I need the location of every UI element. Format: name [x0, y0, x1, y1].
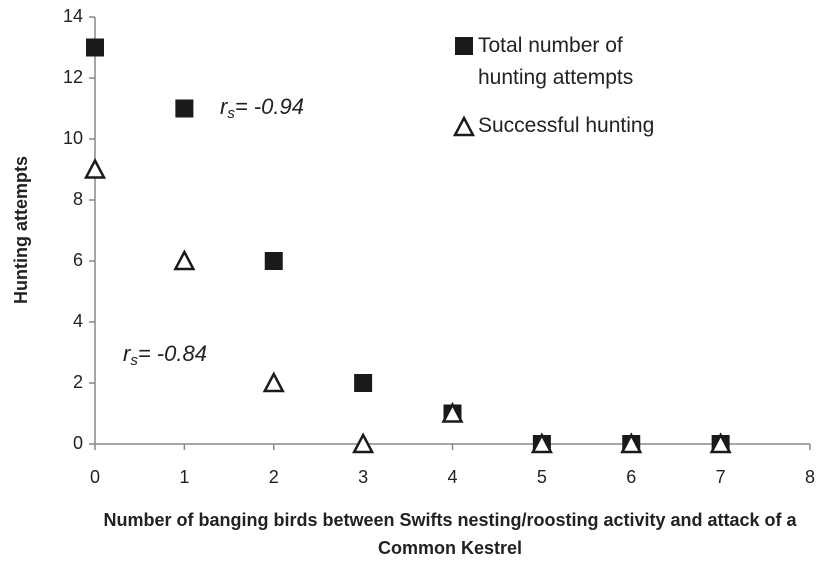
point-triangle: [709, 432, 732, 454]
annotation-subscript: s: [227, 105, 235, 122]
point-triangle: [530, 432, 553, 454]
legend-label: Successful hunting: [478, 114, 655, 137]
point-square: [175, 99, 194, 118]
annotation-symbol: r: [220, 94, 229, 119]
y-tick-label: 4: [73, 311, 83, 331]
annotation-text: = -0.94: [235, 94, 304, 119]
y-tick-label: 0: [73, 433, 83, 453]
point-triangle: [262, 371, 285, 393]
x-tick-label: 7: [716, 467, 726, 487]
point-triangle: [352, 432, 375, 454]
x-tick-label: 2: [269, 467, 279, 487]
point-square: [354, 374, 373, 392]
y-tick-label: 6: [73, 250, 83, 270]
annotation: rs= -0.94: [220, 94, 304, 122]
x-tick-label: 6: [626, 467, 636, 487]
legend-swatch: [455, 37, 473, 55]
y-tick-label: 10: [63, 128, 83, 148]
x-tick-label: 5: [537, 467, 547, 487]
point-triangle: [173, 249, 196, 271]
point-triangle: [83, 157, 107, 179]
point-square: [86, 38, 104, 57]
point-triangle: [441, 401, 464, 423]
x-axis-label: Number of banging birds between Swifts n…: [103, 510, 797, 558]
annotation: rs= -0.84: [123, 341, 207, 369]
point-triangle: [620, 432, 643, 454]
legend-label: Total number of hunting attempts: [478, 34, 634, 89]
legend-swatch: [452, 115, 476, 137]
y-tick-label: 2: [73, 372, 83, 392]
x-tick-label: 1: [179, 467, 189, 487]
annotation-subscript: s: [130, 352, 138, 369]
y-tick-label: 14: [63, 6, 83, 26]
y-tick-label: 12: [63, 67, 83, 87]
point-square: [264, 252, 283, 270]
x-tick-label: 0: [90, 467, 100, 487]
annotation-symbol: r: [123, 341, 132, 366]
y-tick-label: 8: [73, 189, 83, 209]
x-tick-label: 3: [358, 467, 368, 487]
annotation-text: = -0.84: [138, 341, 207, 366]
x-tick-label: 8: [805, 467, 815, 487]
x-tick-label: 4: [447, 467, 457, 487]
y-axis-label: Hunting attempts: [11, 156, 31, 304]
